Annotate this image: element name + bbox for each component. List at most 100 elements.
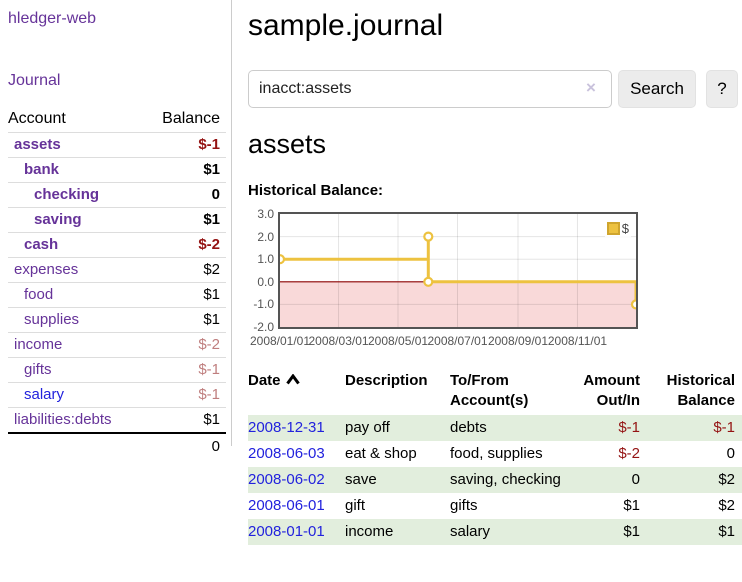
historical-balance-chart: $ 3.0 2.0 1.0 0.0 -1.0 -2.0 2008/01/01 2008/03/… bbox=[248, 207, 742, 348]
register-cell-description: income bbox=[345, 523, 394, 540]
account-balance: $-1 bbox=[198, 361, 220, 378]
account-balance: $1 bbox=[203, 286, 220, 303]
chart-canvas bbox=[280, 214, 636, 327]
register-cell-date: 2008-06-03 bbox=[248, 441, 345, 467]
account-link[interactable]: saving bbox=[34, 211, 82, 228]
legend-swatch-icon bbox=[606, 222, 620, 235]
account-link[interactable]: salary bbox=[24, 386, 65, 403]
transaction-date-link[interactable]: 2008-12-31 bbox=[248, 419, 325, 436]
search-form: × Search ? bbox=[248, 70, 742, 108]
register-header-balance: Historical Balance bbox=[666, 372, 735, 409]
account-row: supplies $1 bbox=[8, 307, 226, 332]
x-axis-tick-label: 2008/03/01 bbox=[308, 334, 369, 348]
account-row: liabilities:debts $1 bbox=[8, 407, 226, 432]
x-axis-tick-label: 2008/11/01 bbox=[547, 334, 608, 348]
account-row: cash $-2 bbox=[8, 232, 226, 257]
register-header-row: Date Description To/From Account(s) Amou… bbox=[248, 368, 742, 415]
account-balance: $-2 bbox=[198, 236, 220, 253]
account-balance: $-1 bbox=[198, 136, 220, 153]
register-cell-date: 2008-01-01 bbox=[248, 519, 345, 545]
y-axis-tick-label: -2.0 bbox=[253, 320, 274, 334]
transaction-date-link[interactable]: 2008-06-01 bbox=[248, 497, 325, 514]
account-balance: $2 bbox=[203, 261, 220, 278]
account-row: bank $1 bbox=[8, 157, 226, 182]
register-header-amount: Amount Out/In bbox=[583, 372, 640, 409]
y-axis-tick-label: -1.0 bbox=[253, 297, 274, 312]
register-cell-date: 2008-06-02 bbox=[248, 467, 345, 493]
account-link[interactable]: cash bbox=[24, 236, 59, 253]
sidebar: hledger-web Journal Account Balance asse… bbox=[0, 0, 232, 455]
register-cell-balance: $-1 bbox=[713, 419, 735, 436]
sort-ascending-icon bbox=[285, 373, 300, 385]
register-header-description: Description bbox=[345, 372, 428, 389]
y-axis-tick-label: 1.0 bbox=[257, 252, 274, 267]
account-row: assets $-1 bbox=[8, 132, 226, 157]
register-row: 2008-06-03 eat & shop food, supplies $-2 0 bbox=[248, 441, 742, 467]
legend-label: $ bbox=[621, 221, 629, 236]
register-cell-amount: $-1 bbox=[618, 419, 640, 436]
account-row: saving $1 bbox=[8, 207, 226, 232]
register-row: 2008-06-02 save saving, checking 0 $2 bbox=[248, 467, 742, 493]
register-cell-description: gift bbox=[345, 497, 366, 514]
accounts-total: 0 bbox=[8, 432, 226, 460]
account-link[interactable]: checking bbox=[34, 186, 100, 203]
x-axis-tick-label: 2008/07/01 bbox=[427, 334, 488, 348]
x-axis-tick-label: 2008/05/01 bbox=[367, 334, 429, 348]
accounts-table: Account Balance assets $-1 bank $1 checking 0… bbox=[8, 107, 226, 460]
app-brand-link[interactable]: hledger-web bbox=[8, 10, 97, 27]
register-cell-amount: $1 bbox=[623, 523, 640, 540]
balance-column-header: Balance bbox=[162, 110, 220, 127]
register-cell-balance: 0 bbox=[726, 445, 735, 462]
account-link[interactable]: assets bbox=[14, 136, 61, 153]
search-button[interactable]: Search bbox=[618, 70, 696, 108]
account-row: expenses $2 bbox=[8, 257, 226, 282]
account-heading: assets bbox=[248, 129, 327, 159]
x-axis-tick-label: 2008/09/01 bbox=[487, 334, 548, 348]
chart-heading: Historical Balance: bbox=[248, 182, 384, 199]
page-title: sample.journal bbox=[248, 9, 444, 42]
x-axis-tick-label: 2008/01/01 bbox=[249, 334, 311, 348]
register-row: 2008-06-01 gift gifts $1 $2 bbox=[248, 493, 742, 519]
account-row: income $-2 bbox=[8, 332, 226, 357]
account-link[interactable]: supplies bbox=[24, 311, 80, 328]
account-balance: $1 bbox=[203, 161, 220, 178]
clear-search-icon[interactable]: × bbox=[586, 78, 596, 97]
account-balance: $1 bbox=[203, 211, 220, 228]
register-row: 2008-01-01 income salary $1 $1 bbox=[248, 519, 742, 545]
sidebar-item-journal[interactable]: Journal bbox=[8, 72, 61, 89]
register-cell-balance: $2 bbox=[718, 471, 735, 488]
register-cell-description: pay off bbox=[345, 419, 390, 436]
account-link[interactable]: food bbox=[24, 286, 54, 303]
account-link[interactable]: income bbox=[14, 336, 63, 353]
account-balance: 0 bbox=[211, 186, 220, 203]
register-cell-amount: $1 bbox=[623, 497, 640, 514]
account-link[interactable]: liabilities:debts bbox=[14, 411, 112, 428]
help-button[interactable]: ? bbox=[706, 70, 738, 108]
register-cell-date: 2008-12-31 bbox=[248, 415, 345, 441]
search-input[interactable] bbox=[248, 70, 612, 108]
chart-plot-area: $ bbox=[278, 212, 638, 329]
register-row: 2008-12-31 pay off debts $-1 $-1 bbox=[248, 415, 742, 441]
y-axis-tick-label: 3.0 bbox=[257, 207, 274, 221]
account-link[interactable]: expenses bbox=[14, 261, 79, 278]
register-header-date[interactable]: Date bbox=[248, 371, 345, 411]
transaction-date-link[interactable]: 2008-06-03 bbox=[248, 445, 325, 462]
account-column-header: Account bbox=[8, 110, 66, 127]
account-link[interactable]: gifts bbox=[24, 361, 52, 378]
account-link[interactable]: bank bbox=[24, 161, 60, 178]
register-cell-accounts: salary bbox=[450, 523, 491, 540]
y-axis-tick-label: 0.0 bbox=[257, 274, 274, 289]
register-cell-date: 2008-06-01 bbox=[248, 493, 345, 519]
transaction-date-link[interactable]: 2008-01-01 bbox=[248, 523, 325, 540]
register-cell-balance: $1 bbox=[718, 523, 735, 540]
register-cell-description: save bbox=[345, 471, 377, 488]
account-row: checking 0 bbox=[8, 182, 226, 207]
register-table: Date Description To/From Account(s) Amou… bbox=[248, 368, 742, 545]
account-balance: $-1 bbox=[198, 386, 220, 403]
register-cell-accounts: gifts bbox=[450, 497, 478, 514]
y-axis-tick-label: 2.0 bbox=[257, 229, 274, 244]
main-content: sample.journal × Search ? assets Histori… bbox=[248, 0, 742, 545]
register-cell-description: eat & shop bbox=[345, 445, 417, 462]
register-cell-amount: 0 bbox=[631, 471, 640, 488]
transaction-date-link[interactable]: 2008-06-02 bbox=[248, 471, 325, 488]
